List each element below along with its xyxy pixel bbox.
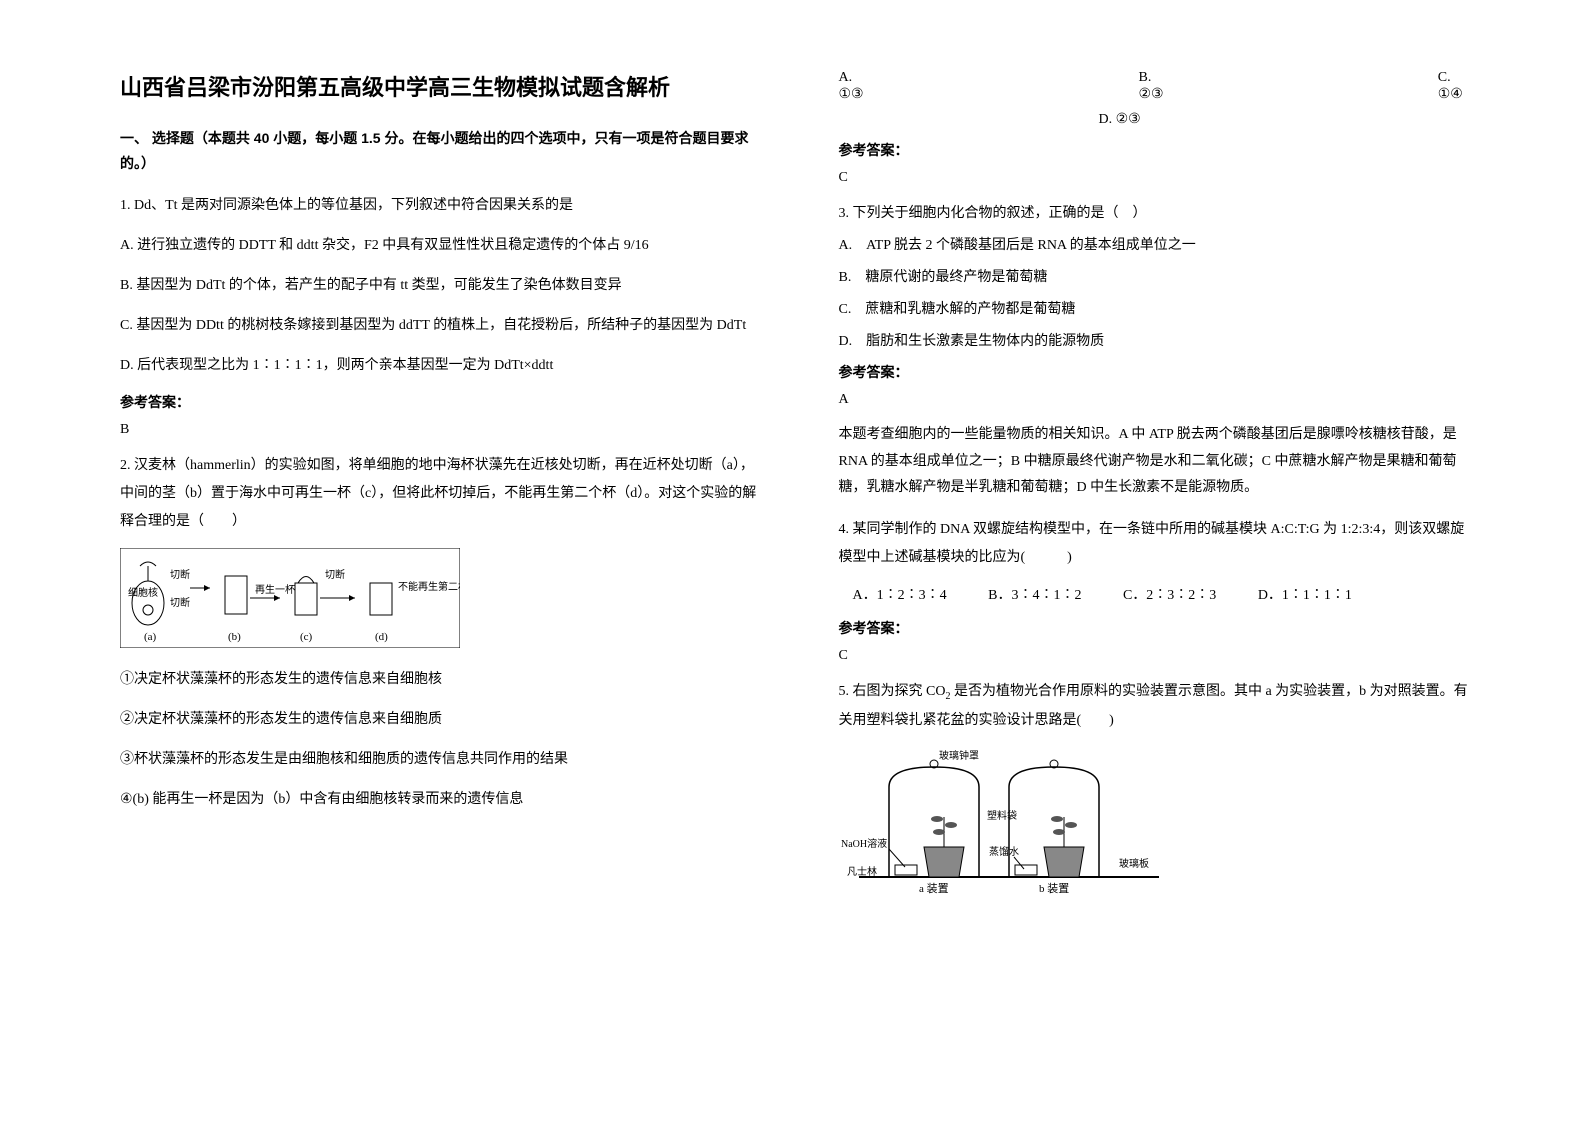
fig-device-b-label: b 装置 [1039, 882, 1069, 895]
fig-label-a: (a) [144, 631, 157, 643]
q4-answer: C [839, 648, 1478, 664]
q2-statement-2: ②决定杯状藻藻杯的形态发生的遗传信息来自细胞质 [120, 706, 759, 734]
fig-label-c: (c) [300, 631, 313, 643]
q3-option-d: D. 脂肪和生长激素是生物体内的能源物质 [839, 328, 1478, 356]
fig-noregrow-label: 不能再生第二杯 [398, 580, 460, 593]
fig-plastic-bag-label: 塑料袋 [987, 809, 1017, 822]
q2-stem: 2. 汉麦林（hammerlin）的实验如图，将单细胞的地中海杯状藻先在近核处切… [120, 452, 759, 536]
q2-statement-3: ③杯状藻藻杯的形态发生是由细胞核和细胞质的遗传信息共同作用的结果 [120, 746, 759, 774]
q2-answer: C [839, 170, 1478, 186]
section-heading: 一、 选择题（本题共 40 小题，每小题 1.5 分。在每小题给出的四个选项中，… [120, 126, 759, 176]
q3-option-b: B. 糖原代谢的最终产物是葡萄糖 [839, 264, 1478, 292]
page-title: 山西省吕梁市汾阳第五高级中学高三生物模拟试题含解析 [120, 70, 759, 102]
q2-choice-a: A. ①③ [839, 70, 879, 103]
q2-answer-label: 参考答案： [839, 140, 1478, 160]
fig-label-b: (b) [228, 631, 241, 643]
q4-option-c: C．2∶3∶2∶3 [1123, 588, 1216, 603]
q3-answer-label: 参考答案： [839, 362, 1478, 382]
q4-stem: 4. 某同学制作的 DNA 双螺旋结构模型中，在一条链中所用的碱基模块 A:C:… [839, 516, 1478, 572]
q3-option-a: A. ATP 脱去 2 个磷酸基团后是 RNA 的基本组成单位之一 [839, 232, 1478, 260]
q3-answer: A [839, 392, 1478, 408]
q3-option-c: C. 蔗糖和乳糖水解的产物都是葡萄糖 [839, 296, 1478, 324]
q4-answer-label: 参考答案： [839, 618, 1478, 638]
fig-vaseline-label: 凡士林 [847, 865, 877, 878]
fig-device-a-label: a 装置 [919, 882, 949, 895]
fig-cut-label-1: 切断 [170, 568, 190, 581]
q1-option-c: C. 基因型为 DDtt 的桃树枝条嫁接到基因型为 ddTT 的植株上，自花授粉… [120, 312, 759, 340]
q2-choice-d: D. ②③ [839, 111, 1478, 128]
fig-label-d: (d) [375, 631, 388, 643]
q1-option-a: A. 进行独立遗传的 DDTT 和 ddtt 杂交，F2 中具有双显性性状且稳定… [120, 232, 759, 260]
fig-distilled-water-label: 蒸馏水 [989, 845, 1019, 858]
fig-cut-label-3: 切断 [325, 568, 345, 581]
q3-explanation: 本题考查细胞内的一些能量物质的相关知识。A 中 ATP 脱去两个磷酸基团后是腺嘌… [839, 422, 1478, 502]
q1-option-d: D. 后代表现型之比为 1∶1∶1∶1，则两个亲本基因型一定为 DdTt×ddt… [120, 352, 759, 380]
q1-option-b: B. 基因型为 DdTt 的个体，若产生的配子中有 tt 类型，可能发生了染色体… [120, 272, 759, 300]
q4-options: A．1∶2∶3∶4 B．3∶4∶1∶2 C．2∶3∶2∶3 D．1∶1∶1∶1 [853, 584, 1478, 604]
fig-cut-label-2: 切断 [170, 596, 190, 609]
q1-answer-label: 参考答案： [120, 392, 759, 412]
q2-statement-1: ①决定杯状藻藻杯的形态发生的遗传信息来自细胞核 [120, 666, 759, 694]
q1-stem: 1. Dd、Tt 是两对同源染色体上的等位基因，下列叙述中符合因果关系的是 [120, 192, 759, 220]
q3-stem: 3. 下列关于细胞内化合物的叙述，正确的是（ ） [839, 200, 1478, 228]
q2-choice-c: C. ①④ [1438, 70, 1477, 103]
q1-answer: B [120, 422, 759, 438]
q5-figure: 玻璃板 玻璃钟罩 NaOH溶液 凡士林 [839, 747, 1478, 897]
fig-bell-jar-label: 玻璃钟罩 [939, 749, 979, 762]
fig-glass-plate-label: 玻璃板 [1119, 857, 1149, 870]
q4-option-a: A．1∶2∶3∶4 [853, 588, 947, 603]
q2-figure: 细胞核 切断 切断 再生一杯 切断 不能再生第二杯 (a) (b) (c) (d… [120, 548, 759, 648]
q4-option-d: D．1∶1∶1∶1 [1258, 588, 1352, 603]
fig-naoh-label: NaOH溶液 [841, 837, 887, 850]
q5-stem: 5. 右图为探究 CO2 是否为植物光合作用原料的实验装置示意图。其中 a 为实… [839, 678, 1478, 735]
q2-statement-4: ④(b) 能再生一杯是因为（b）中含有由细胞核转录而来的遗传信息 [120, 786, 759, 814]
q4-option-b: B．3∶4∶1∶2 [988, 588, 1081, 603]
fig-regrow-label: 再生一杯 [255, 583, 295, 596]
fig-nucleus-label: 细胞核 [128, 586, 158, 599]
q2-choice-b: B. ②③ [1138, 70, 1177, 103]
